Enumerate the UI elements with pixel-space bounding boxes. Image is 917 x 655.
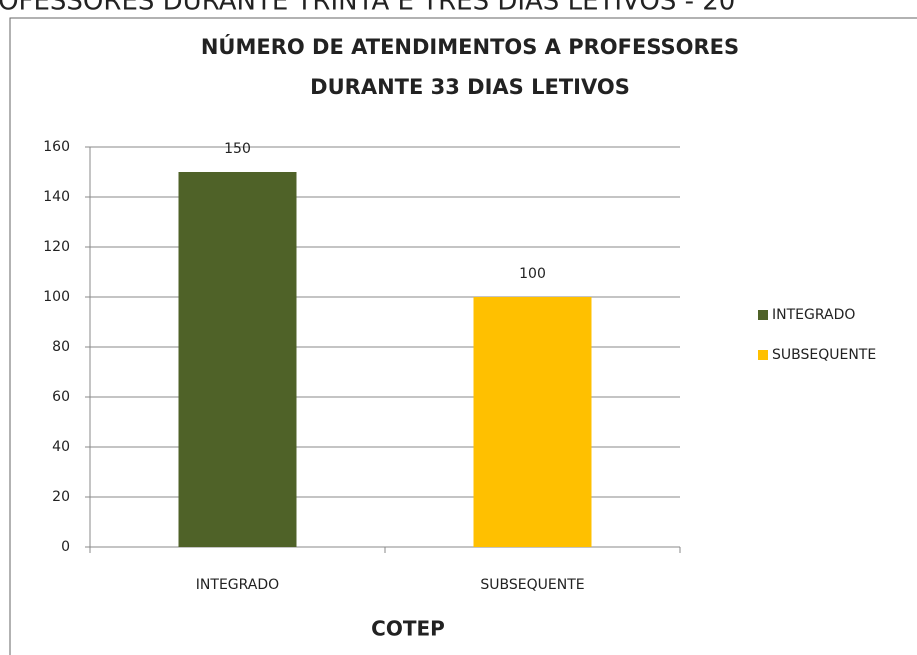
page-heading: ROFESSORES DURANTE TRINTA E TRÊS DIAS LE… [0,0,735,17]
y-tick-label: 40 [52,439,70,455]
y-tick-label: 160 [43,139,70,155]
legend-swatch [758,350,768,360]
chart-title: DURANTE 33 DIAS LETIVOS [310,75,630,99]
x-axis-label: COTEP [371,617,445,641]
data-label: 100 [519,266,546,282]
data-label: 150 [224,141,251,157]
bar [473,297,592,547]
y-tick-label: 20 [52,489,70,505]
y-tick-label: 0 [61,539,70,555]
bar [178,172,297,547]
legend-swatch [758,310,768,320]
chart-title: NÚMERO DE ATENDIMENTOS A PROFESSORES [201,34,739,59]
y-tick-label: 100 [43,289,70,305]
legend-label: INTEGRADO [772,307,855,323]
y-tick-label: 60 [52,389,70,405]
y-tick-label: 140 [43,189,70,205]
x-tick-label: INTEGRADO [196,577,279,593]
x-tick-label: SUBSEQUENTE [480,577,584,593]
y-tick-label: 120 [43,239,70,255]
chart-frame [9,17,917,655]
y-tick-label: 80 [52,339,70,355]
legend-label: SUBSEQUENTE [772,347,876,363]
